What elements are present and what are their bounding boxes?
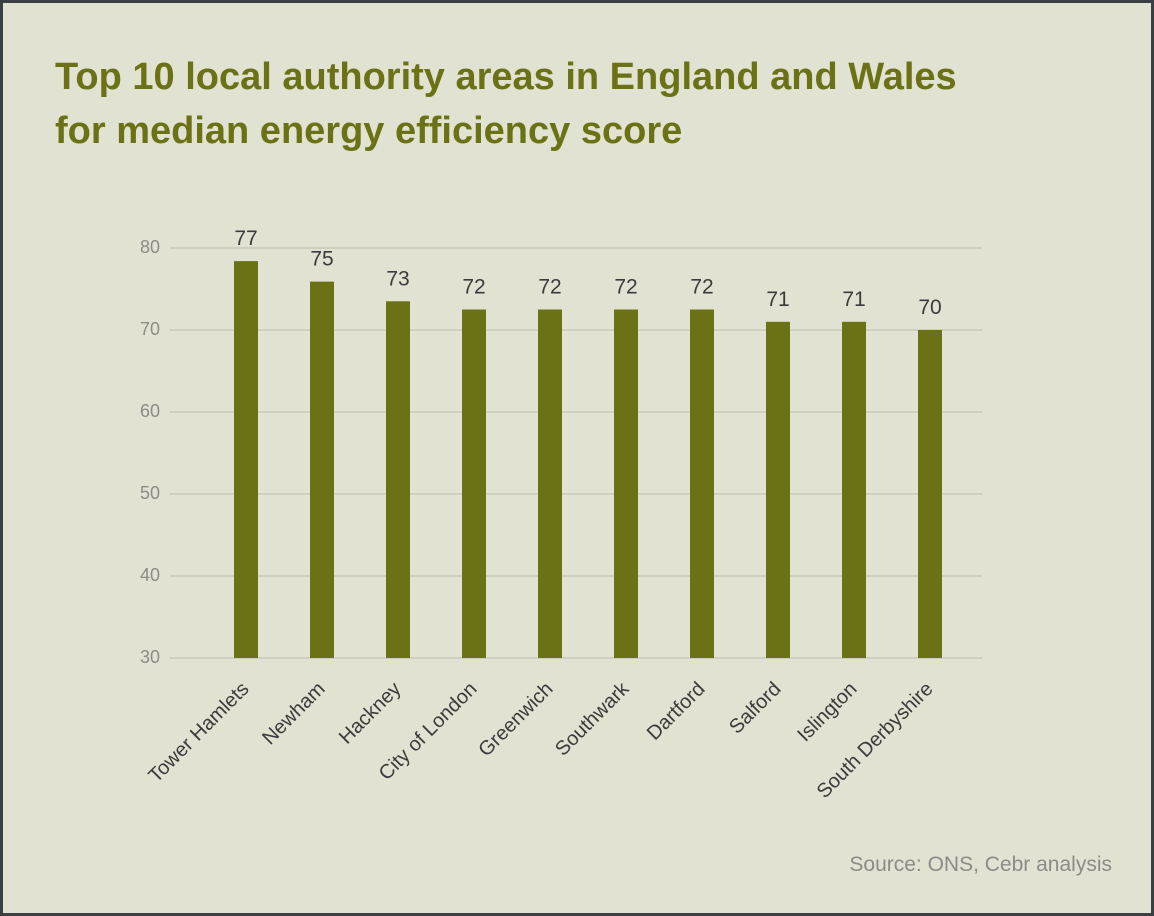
y-tick-label: 70	[140, 319, 160, 339]
y-tick-label: 50	[140, 483, 160, 503]
x-tick-label: Greenwich	[474, 678, 557, 761]
y-tick-label: 80	[140, 237, 160, 257]
x-tick-label: Salford	[725, 678, 785, 738]
bar-2	[386, 301, 410, 658]
chart-title-line-1: Top 10 local authority areas in England …	[55, 56, 957, 98]
bar-3	[462, 309, 486, 658]
data-label: 72	[538, 276, 561, 299]
bar-1	[310, 281, 334, 658]
data-label: 72	[462, 276, 485, 299]
x-tick-label: Southwark	[551, 677, 634, 760]
data-label: 71	[766, 288, 789, 311]
x-tick-label: Newham	[258, 678, 329, 749]
x-tick-label: Hackney	[335, 678, 406, 749]
bar-8	[842, 321, 866, 658]
bar-4	[538, 309, 562, 658]
x-tick-label: Islington	[793, 678, 861, 746]
x-tick-label: Dartford	[643, 678, 710, 745]
data-label: 77	[234, 227, 257, 250]
source-note: Source: ONS, Cebr analysis	[849, 853, 1112, 876]
chart-title-line-2: for median energy efficiency score	[55, 110, 683, 152]
chart-title: Top 10 local authority areas in England …	[55, 50, 1055, 158]
bar-6	[690, 309, 714, 658]
chart-card	[3, 3, 1151, 913]
data-label: 73	[386, 267, 409, 290]
data-label: 71	[842, 288, 865, 311]
y-tick-label: 40	[140, 565, 160, 585]
bar-7	[766, 321, 790, 658]
y-tick-label: 30	[140, 647, 160, 667]
data-label: 70	[918, 296, 941, 319]
x-tick-label: Tower Hamlets	[144, 678, 253, 787]
bar-0	[234, 261, 258, 658]
data-label: 72	[614, 276, 637, 299]
y-tick-label: 60	[140, 401, 160, 421]
data-label: 72	[690, 276, 713, 299]
bar-5	[614, 309, 638, 658]
bar-9	[918, 330, 942, 658]
data-label: 75	[310, 248, 333, 271]
